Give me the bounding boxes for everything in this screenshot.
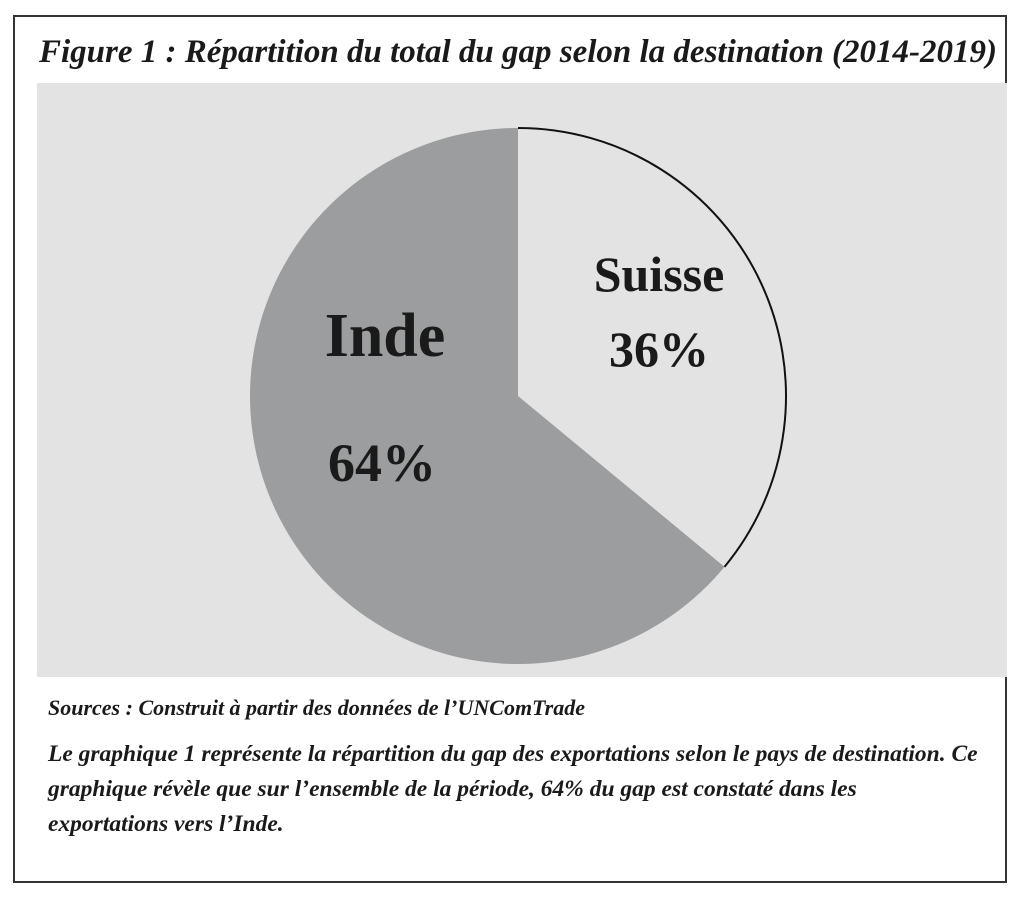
pie-slice-outline-suisse: [517, 127, 787, 568]
figure-title: Figure 1 : Répartition du total du gap s…: [39, 34, 998, 70]
slice-value-label-suisse: 36%: [609, 321, 709, 377]
pie-chart: Suisse 36% Inde 64%: [249, 127, 787, 665]
sources-note: Sources : Construit à partir des données…: [48, 695, 586, 720]
slice-name-label-inde: Inde: [325, 302, 446, 370]
plot-area: Suisse 36% Inde 64%: [37, 83, 1007, 677]
pie-slice-suisse: [518, 128, 786, 567]
pie-slice-inde: [249, 128, 725, 665]
figure-frame: Figure 1 : Répartition du total du gap s…: [13, 15, 1007, 883]
slice-value-label-inde: 64%: [328, 433, 436, 493]
figure-caption: Le graphique 1 représente la répartition…: [48, 741, 978, 837]
slice-name-label-suisse: Suisse: [594, 246, 725, 302]
